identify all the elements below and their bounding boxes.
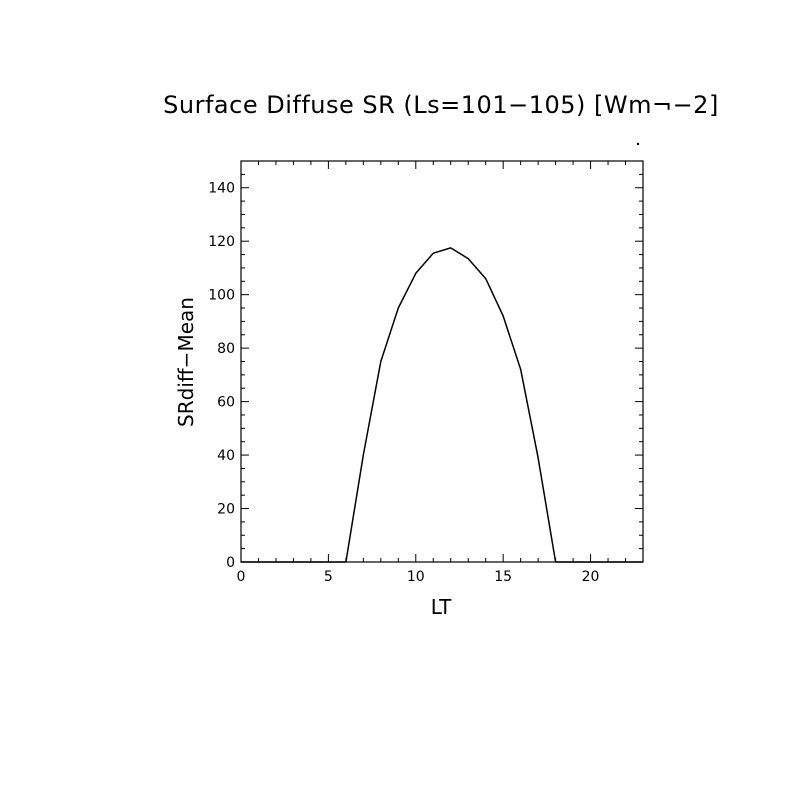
x-axis: 0 5 10 15 20 (237, 161, 644, 585)
y-axis-label: SRdiff−Mean (174, 297, 198, 427)
x-tick-label: 0 (237, 569, 246, 585)
y-tick-label: 20 (217, 502, 235, 518)
y-tick-label: 100 (208, 288, 235, 304)
x-tick-label: 5 (324, 569, 333, 585)
plot-border (240, 160, 644, 563)
x-tick-label: 10 (407, 569, 425, 585)
series-group (241, 247, 643, 563)
y-tick-label: 0 (226, 555, 235, 571)
y-tick-label: 80 (217, 341, 235, 357)
y-axis: 0 20 40 60 80 100 120 140 (208, 160, 643, 571)
x-tick-label: 15 (494, 569, 512, 585)
y-tick-label: 120 (208, 234, 235, 250)
y-tick-label: 140 (208, 181, 235, 197)
plot-frame (240, 160, 644, 563)
x-tick-label: 20 (582, 569, 600, 585)
corner-dot (636, 142, 640, 146)
y-tick-label: 60 (217, 395, 235, 411)
chart-title: Surface Diffuse SR (Ls=101−105) [Wm¬−2] (163, 91, 719, 119)
series-line (241, 247, 643, 563)
y-tick-label: 40 (217, 448, 235, 464)
x-axis-label: LT (431, 595, 452, 619)
